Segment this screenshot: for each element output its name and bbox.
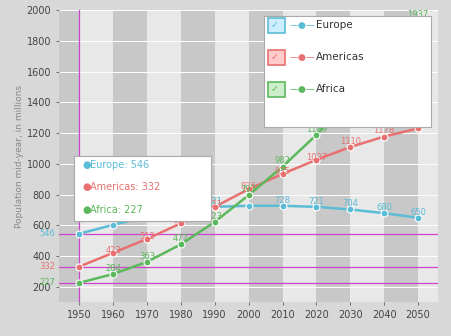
Y-axis label: Population mid-year, in millions: Population mid-year, in millions xyxy=(15,85,23,228)
Text: 721: 721 xyxy=(206,200,222,209)
Bar xyxy=(214,10,248,302)
Text: —●—: —●— xyxy=(290,85,315,94)
Text: 721: 721 xyxy=(206,197,222,206)
Text: 1110: 1110 xyxy=(339,137,360,146)
Text: —●—: —●— xyxy=(290,21,315,30)
Text: ✓: ✓ xyxy=(271,20,279,30)
Text: 797: 797 xyxy=(240,185,256,194)
Text: 836: 836 xyxy=(240,182,256,191)
Text: Africa: 227: Africa: 227 xyxy=(90,205,143,215)
Text: 704: 704 xyxy=(341,199,358,208)
Text: 1189: 1189 xyxy=(305,125,326,134)
Text: 363: 363 xyxy=(138,252,155,261)
Text: 623: 623 xyxy=(206,212,222,221)
Text: 1427: 1427 xyxy=(339,88,360,97)
Bar xyxy=(147,10,180,302)
Text: 1231: 1231 xyxy=(407,118,428,127)
Bar xyxy=(59,10,79,302)
Bar xyxy=(350,10,383,302)
Text: Europe: 546: Europe: 546 xyxy=(90,160,148,170)
Bar xyxy=(113,10,147,302)
Text: 721: 721 xyxy=(308,197,324,206)
Text: 227: 227 xyxy=(39,278,55,287)
Bar xyxy=(180,10,214,302)
Text: 422: 422 xyxy=(105,246,120,255)
Text: ●: ● xyxy=(82,160,90,170)
Text: Americas: Americas xyxy=(315,52,364,62)
Text: 728: 728 xyxy=(274,196,290,205)
Text: 284: 284 xyxy=(105,264,121,273)
Text: 935: 935 xyxy=(274,167,290,176)
Text: 614: 614 xyxy=(172,216,189,225)
Text: ✓: ✓ xyxy=(271,52,279,62)
Text: 650: 650 xyxy=(409,208,425,216)
Bar xyxy=(79,10,113,302)
Text: Europe: Europe xyxy=(315,20,352,30)
Bar xyxy=(248,10,282,302)
Text: 1178: 1178 xyxy=(373,126,394,135)
Text: 332: 332 xyxy=(39,262,55,271)
Text: 1027: 1027 xyxy=(305,153,326,162)
Bar xyxy=(417,10,451,302)
Text: 1686: 1686 xyxy=(373,48,394,57)
Bar xyxy=(282,10,316,302)
Bar xyxy=(383,10,417,302)
Text: 477: 477 xyxy=(172,234,189,243)
Text: ✓: ✓ xyxy=(271,84,279,94)
Bar xyxy=(316,10,350,302)
Text: ●: ● xyxy=(82,205,90,215)
Text: 546: 546 xyxy=(39,229,55,238)
Text: 680: 680 xyxy=(375,203,391,212)
Text: Africa: Africa xyxy=(315,84,345,94)
Text: 982: 982 xyxy=(274,157,290,165)
Text: Americas: 332: Americas: 332 xyxy=(90,182,160,193)
Text: —●—: —●— xyxy=(290,53,315,62)
Text: 1937: 1937 xyxy=(406,9,428,18)
Text: 512: 512 xyxy=(139,232,154,241)
Text: ●: ● xyxy=(82,182,90,193)
